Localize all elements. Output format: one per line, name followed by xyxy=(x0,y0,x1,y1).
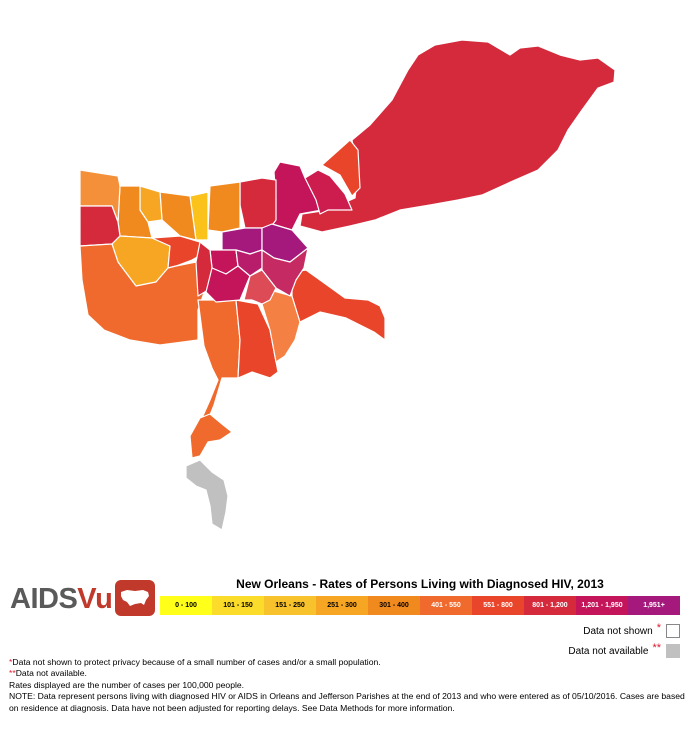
data-not-available-swatch xyxy=(666,644,680,658)
footnotes: *Data not shown to protect privacy becau… xyxy=(9,657,685,714)
logo-text-vu: Vu xyxy=(77,583,113,615)
data-not-shown-swatch xyxy=(666,624,680,638)
data-not-available-label: Data not available xyxy=(568,645,649,657)
legend-bin: 0 - 100 xyxy=(160,596,212,615)
logo-text-aids: AIDS xyxy=(10,583,78,615)
legend-bin-label: 801 - 1,200 xyxy=(532,602,568,609)
region-gentilly-east[interactable] xyxy=(304,169,353,215)
hiv-rate-map xyxy=(79,39,616,531)
footnote-marker: ** xyxy=(9,668,16,679)
legend-bin-label: 301 - 400 xyxy=(379,602,409,609)
legend-bin-label: 151 - 250 xyxy=(275,602,305,609)
region-metairie-east[interactable] xyxy=(159,191,197,241)
region-west-bank-center-light[interactable] xyxy=(243,269,277,305)
legend-bin: 401 - 550 xyxy=(420,596,472,615)
legend-bin: 1,201 - 1,950 xyxy=(576,596,628,615)
footnote-not-available: **Data not available. xyxy=(9,668,685,679)
footnote-rates: Rates displayed are the number of cases … xyxy=(9,679,245,690)
legend-bin: 251 - 300 xyxy=(316,596,368,615)
double-asterisk-marker: ** xyxy=(652,642,661,654)
legend-bin-label: 251 - 300 xyxy=(327,602,357,609)
region-east-north-small[interactable] xyxy=(321,139,361,197)
region-kenner-west[interactable] xyxy=(79,205,121,247)
footnote-marker: * xyxy=(9,657,13,667)
us-map-icon xyxy=(115,580,155,616)
legend-bin: 101 - 150 xyxy=(212,596,264,615)
region-west-bank-central[interactable] xyxy=(235,299,279,379)
footnote-text: Data not shown to protect privacy becaus… xyxy=(12,657,381,667)
footnote-not-shown: *Data not shown to protect privacy becau… xyxy=(9,657,685,668)
logo-text: AIDSVu xyxy=(10,582,113,616)
region-new-orleans-east[interactable] xyxy=(299,39,616,233)
legend-bin: 151 - 250 xyxy=(264,596,316,615)
legend-bin-label: 1,201 - 1,950 xyxy=(581,602,623,609)
legend-bin-label: 551 - 800 xyxy=(483,602,513,609)
data-not-available-key: Data not available ** xyxy=(568,642,680,660)
footnote-text: Data not available. xyxy=(15,668,87,679)
data-not-shown-label: Data not shown xyxy=(583,625,653,637)
asterisk-marker: * xyxy=(656,622,661,634)
legend-bin-label: 0 - 100 xyxy=(175,602,197,609)
region-lakefront-mid[interactable] xyxy=(207,181,241,233)
legend-color-scale: 0 - 100 101 - 150 151 - 250 251 - 300 30… xyxy=(160,596,680,615)
region-lower-plaquemines[interactable] xyxy=(189,413,233,459)
legend-bin-label: 1,951+ xyxy=(643,602,665,609)
aidsvu-logo: AIDSVu xyxy=(10,580,160,620)
footnote-note: NOTE: Data represent persons living with… xyxy=(9,691,685,713)
region-garden-district[interactable] xyxy=(205,265,251,303)
legend-title: New Orleans - Rates of Persons Living wi… xyxy=(236,577,604,591)
legend-bin: 301 - 400 xyxy=(368,596,420,615)
data-not-shown-key: Data not shown * xyxy=(583,622,680,640)
region-algiers[interactable] xyxy=(291,269,386,341)
legend-bin-label: 101 - 150 xyxy=(223,602,253,609)
region-lakeview[interactable] xyxy=(239,177,277,229)
legend-bin: 801 - 1,200 xyxy=(524,596,576,615)
legend-bin: 1,951+ xyxy=(628,596,680,615)
region-grand-isle[interactable] xyxy=(185,459,229,531)
region-jefferson-central[interactable] xyxy=(151,235,207,269)
legend-bin: 551 - 800 xyxy=(472,596,524,615)
legend-bin-label: 401 - 550 xyxy=(431,602,461,609)
